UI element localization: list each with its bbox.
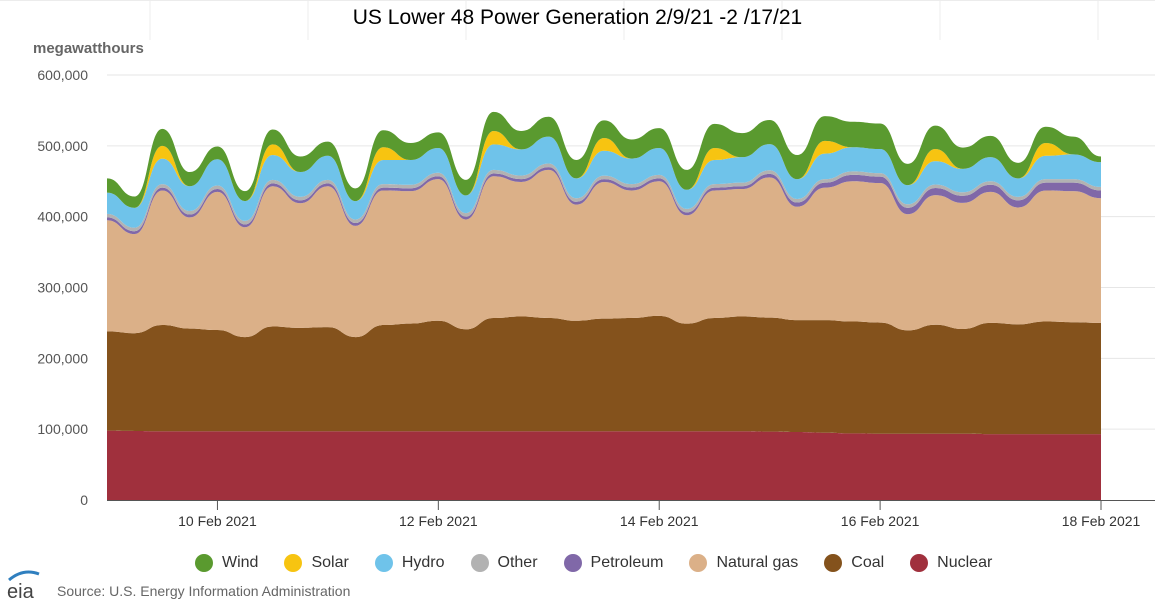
area-natural-gas (107, 169, 1101, 338)
legend-swatch (824, 554, 843, 572)
area-petroleum (107, 167, 1101, 235)
x-tick-label: 10 Feb 2021 (178, 513, 257, 529)
legend-swatch (689, 554, 708, 572)
legend-swatch (374, 554, 393, 572)
legend-swatch (563, 554, 582, 572)
x-tick-label: 12 Feb 2021 (399, 513, 478, 529)
svg-text:eia: eia (7, 581, 35, 602)
y-tick-label: 200,000 (37, 350, 88, 366)
legend-swatch (195, 554, 213, 572)
legend-label: Hydro (401, 554, 445, 571)
legend-item-solar[interactable]: Solar (284, 554, 349, 572)
legend-label: Wind (222, 554, 259, 571)
area-hydro (107, 136, 1101, 228)
legend-item-other[interactable]: Other (470, 554, 538, 572)
legend-label: Natural gas (716, 554, 799, 571)
eia-logo: eia (7, 570, 40, 602)
grid-lines (0, 0, 1155, 40)
area-wind (107, 111, 1101, 208)
legend-label: Coal (851, 554, 885, 571)
area-nuclear (107, 430, 1101, 500)
legend-label: Solar (311, 554, 349, 571)
source-note: Source: U.S. Energy Information Administ… (57, 583, 351, 599)
legend-item-wind[interactable]: Wind (195, 554, 258, 572)
legend-label: Nuclear (937, 554, 993, 571)
legend-label: Petroleum (590, 554, 664, 571)
legend-swatch (910, 554, 929, 572)
legend-swatch (470, 554, 489, 572)
legend-label: Other (497, 554, 538, 571)
legend-item-natural-gas[interactable]: Natural gas (689, 554, 798, 572)
chart-title: US Lower 48 Power Generation 2/9/21 -2 /… (352, 6, 803, 29)
y-tick-label: 400,000 (37, 209, 88, 225)
area-solar (107, 130, 1101, 208)
area-coal (107, 315, 1101, 435)
legend-item-hydro[interactable]: Hydro (374, 554, 445, 572)
y-tick-label: 500,000 (37, 138, 88, 154)
legend-item-coal[interactable]: Coal (824, 554, 884, 572)
legend: Wind Solar Hydro Other Petroleum Natural gas C… (195, 551, 1018, 575)
x-tick-label: 14 Feb 2021 (620, 513, 699, 529)
legend-swatch (284, 554, 303, 572)
legend-item-nuclear[interactable]: Nuclear (910, 554, 992, 572)
y-tick-label: 0 (80, 492, 88, 508)
y-axis-unit-label: megawatthours (33, 40, 144, 57)
x-tick-label: 16 Feb 2021 (841, 513, 920, 529)
y-tick-label: 600,000 (37, 67, 88, 83)
area-other (107, 163, 1101, 232)
x-tick-label: 18 Feb 2021 (1062, 513, 1141, 529)
y-tick-label: 100,000 (37, 421, 88, 437)
legend-item-petroleum[interactable]: Petroleum (563, 554, 664, 572)
y-tick-label: 300,000 (37, 280, 88, 296)
